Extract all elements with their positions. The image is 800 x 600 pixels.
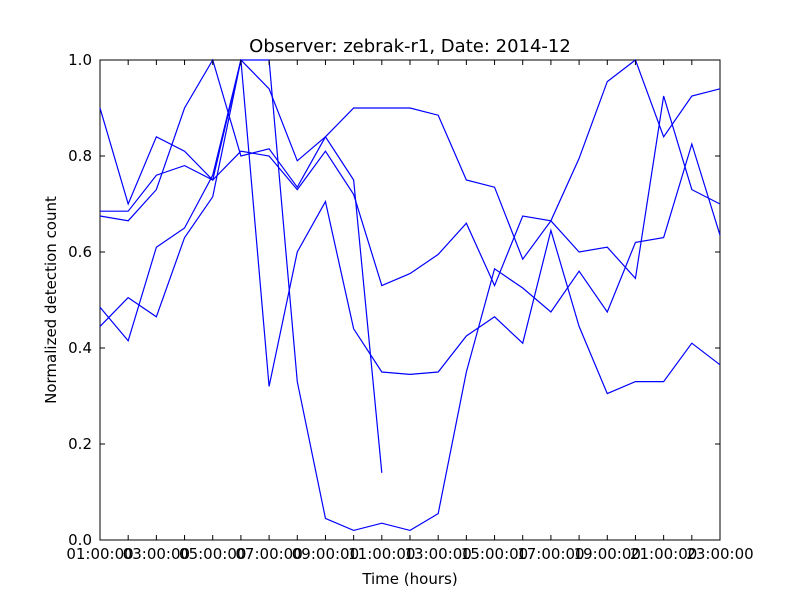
y-tick-label: 0.0: [68, 531, 92, 549]
x-tick-label: 03:00:00: [123, 545, 190, 563]
series-line-3: [99, 58, 721, 261]
x-tick-label: 05:00:00: [179, 545, 246, 563]
series-line-2: [100, 95, 721, 288]
series-line-4: [99, 59, 721, 395]
plot-area: 01:00:0003:00:0005:00:0007:00:0009:00:00…: [66, 51, 753, 563]
y-axis: 0.0 0.2 0.4 0.6 0.8 1.0: [68, 51, 720, 549]
x-tick-label: 13:00:00: [404, 545, 471, 563]
x-axis: 01:00:0003:00:0005:00:0007:00:0009:00:00…: [66, 60, 754, 563]
y-tick-label: 1.0: [68, 51, 92, 69]
x-axis-label: Time (hours): [361, 570, 457, 588]
y-tick-label: 0.4: [68, 339, 92, 357]
x-tick-label: 09:00:00: [292, 545, 359, 563]
series-line-5: [99, 59, 721, 532]
x-tick-label: 01:00:00: [66, 545, 133, 563]
x-tick-label: 23:00:00: [686, 545, 753, 563]
x-tick-label: 19:00:00: [574, 545, 641, 563]
x-tick-label: 11:00:00: [348, 545, 415, 563]
y-tick-label: 0.8: [68, 147, 92, 165]
chart-title: Observer: zebrak-r1, Date: 2014-12: [249, 36, 571, 57]
y-axis-label: Normalized detection count: [42, 196, 60, 404]
x-tick-label: 17:00:00: [517, 545, 584, 563]
x-tick-label: 07:00:00: [235, 545, 302, 563]
y-tick-label: 0.6: [68, 243, 92, 261]
x-tick-label: 21:00:00: [630, 545, 697, 563]
plot-frame: [99, 59, 721, 541]
series-group: [99, 58, 721, 532]
x-tick-label: 15:00:00: [461, 545, 528, 563]
y-tick-label: 0.2: [68, 435, 92, 453]
